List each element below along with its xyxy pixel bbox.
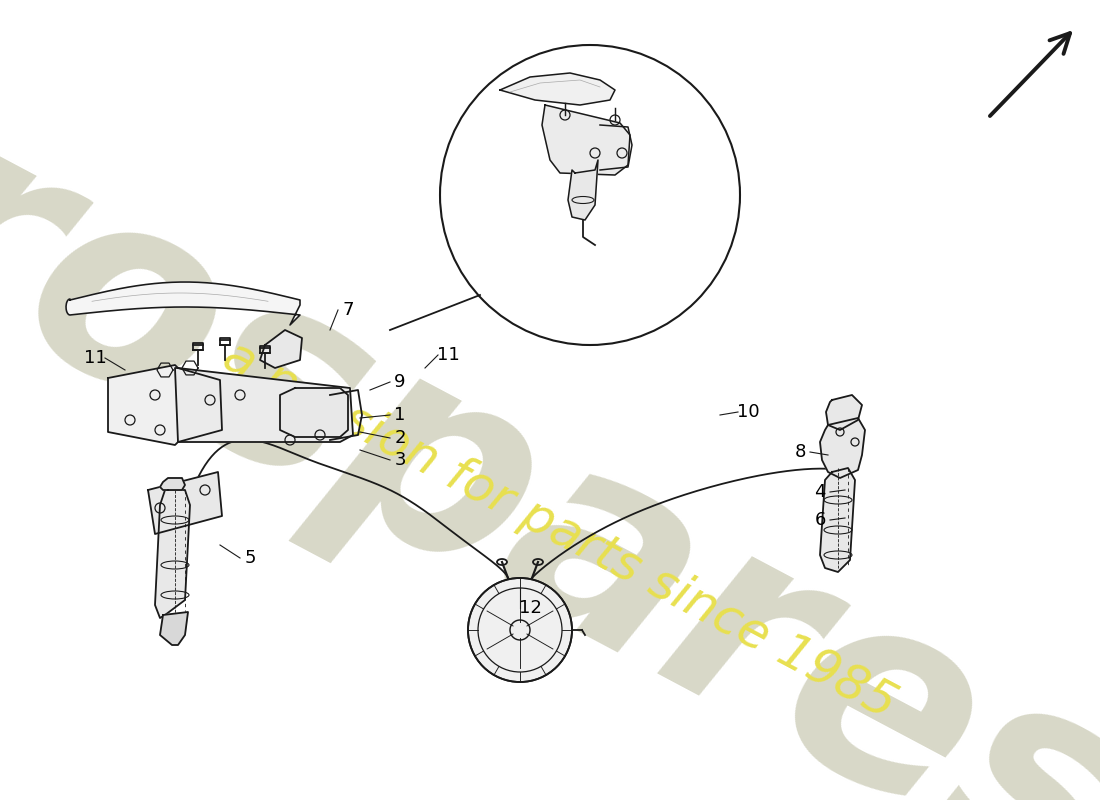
Polygon shape bbox=[108, 365, 222, 445]
Text: 3: 3 bbox=[394, 451, 406, 469]
Text: 8: 8 bbox=[794, 443, 805, 461]
Polygon shape bbox=[155, 490, 190, 618]
Text: 6: 6 bbox=[814, 511, 826, 529]
Polygon shape bbox=[568, 160, 598, 220]
Text: 2: 2 bbox=[394, 429, 406, 447]
Text: 11: 11 bbox=[437, 346, 460, 364]
Polygon shape bbox=[160, 478, 185, 490]
Text: 10: 10 bbox=[737, 403, 759, 421]
Polygon shape bbox=[542, 105, 630, 175]
Text: 9: 9 bbox=[394, 373, 406, 391]
Polygon shape bbox=[66, 282, 300, 325]
Polygon shape bbox=[500, 73, 615, 105]
Text: a passion for parts since 1985: a passion for parts since 1985 bbox=[216, 331, 904, 729]
Text: 11: 11 bbox=[84, 349, 107, 367]
Text: 7: 7 bbox=[342, 301, 354, 319]
Polygon shape bbox=[175, 368, 353, 442]
Polygon shape bbox=[148, 472, 222, 534]
Circle shape bbox=[468, 578, 572, 682]
Text: 12: 12 bbox=[518, 599, 541, 617]
Polygon shape bbox=[820, 418, 865, 478]
Text: 1: 1 bbox=[394, 406, 406, 424]
Polygon shape bbox=[280, 388, 348, 437]
Polygon shape bbox=[826, 395, 862, 430]
Polygon shape bbox=[260, 330, 302, 368]
Text: 4: 4 bbox=[814, 483, 826, 501]
Polygon shape bbox=[160, 612, 188, 645]
Polygon shape bbox=[820, 468, 855, 572]
Text: 5: 5 bbox=[244, 549, 255, 567]
